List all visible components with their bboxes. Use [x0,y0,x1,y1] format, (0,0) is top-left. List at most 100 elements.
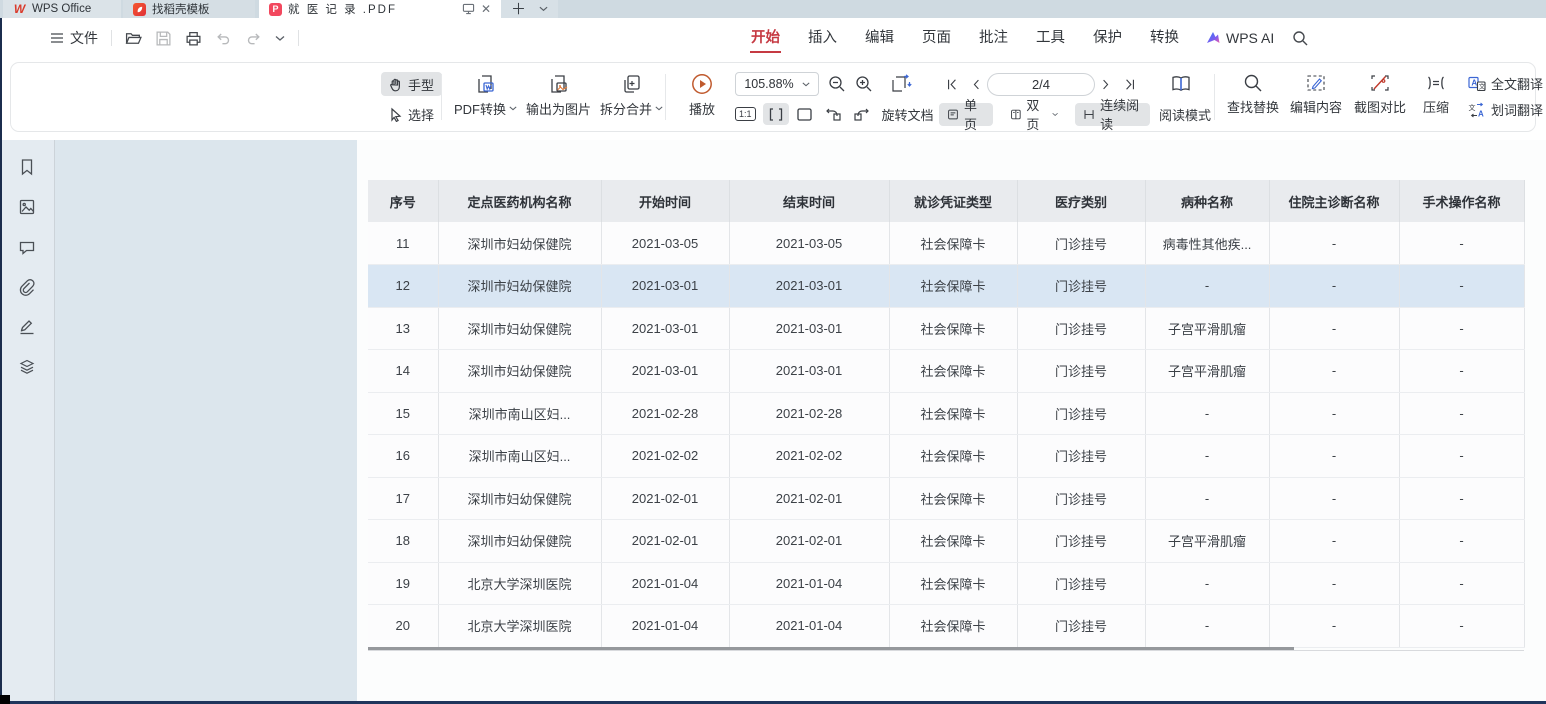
save-icon[interactable] [155,30,172,47]
table-cell: 门诊挂号 [1017,392,1146,435]
open-folder-icon[interactable] [125,30,142,47]
window-left-edge [0,18,2,704]
file-menu-button[interactable]: 文件 [50,28,98,48]
docer-icon [133,2,146,16]
menu-tab-4[interactable]: 批注 [979,30,1008,46]
table-cell: - [1399,349,1525,393]
menu-tab-6[interactable]: 保护 [1093,30,1122,46]
table-cell: 12 [368,264,439,308]
find-replace-button[interactable]: 查找替换 [1222,63,1284,131]
tab-wps-office[interactable]: W WPS Office [3,0,121,18]
zoom-level-select[interactable]: 105.88% [735,72,819,96]
previous-page-icon[interactable] [965,78,987,91]
table-cell: 门诊挂号 [1017,349,1146,393]
word-translate-button[interactable]: 文 A 划词翻译 [1468,102,1544,118]
zoom-out-icon[interactable] [828,75,846,93]
table-cell: - [1145,562,1270,605]
table-cell: - [1269,477,1400,520]
document-workspace: 序号 定点医药机构名称 开始时间 结束时间 就诊凭证类型 医疗类别 病种名称 住院主诊断名称手… [0,140,1546,704]
single-page-button[interactable]: 单页 [939,98,993,132]
split-merge-button[interactable]: 拆分合并 [595,63,668,131]
pdf-file-icon: P [269,2,282,16]
table-cell: - [1269,222,1400,265]
rotate-document-label[interactable]: 旋转文档 [881,107,934,123]
bookmarks-icon[interactable] [18,158,36,176]
select-tool-button[interactable]: 选择 [381,102,442,126]
actual-size-button[interactable]: 1:1 [735,107,756,121]
signature-icon[interactable] [18,318,36,336]
table-cell: 深圳市妇幼保健院 [438,264,602,308]
menu-tab-7[interactable]: 转换 [1150,30,1179,46]
compress-button[interactable]: 压缩 [1412,63,1460,131]
rotate-right-icon[interactable] [851,106,870,122]
table-cell: - [1145,434,1270,478]
tab-window-icon[interactable] [462,3,475,15]
zoom-in-icon[interactable] [855,75,873,93]
table-cell: - [1399,477,1525,520]
table-cell: - [1269,307,1400,350]
continuous-read-button[interactable]: 连续阅读 [1075,98,1150,132]
compress-icon [1427,76,1445,90]
ribbon-toolbar: 手型 选择 PDF转换 输出为图片 拆分合并 [10,62,1543,132]
comments-icon[interactable] [18,238,36,256]
next-page-icon[interactable] [1095,78,1117,91]
undo-icon[interactable] [215,30,232,47]
table-cell: 2021-01-04 [729,604,890,648]
edit-content-button[interactable]: 编辑内容 [1284,63,1348,131]
column-header: 定点医药机构名称 [438,180,602,222]
double-page-button[interactable]: 双页 [1002,98,1066,132]
export-image-icon [550,75,567,93]
search-icon[interactable] [1292,30,1309,47]
table-cell: 16 [368,434,439,478]
tab-document-active[interactable]: P 就 医 记 录 .PDF ✕ [259,0,501,18]
menu-tab-3[interactable]: 页面 [922,30,951,46]
quick-access-chevron-icon[interactable] [275,35,285,42]
table-cell: 2021-02-01 [601,519,730,563]
column-header: 病种名称 [1145,180,1270,222]
window-bottom-edge [0,701,1546,704]
thumbnails-icon[interactable] [18,198,36,216]
full-text-translate-button[interactable]: A 文 全文翻译 [1468,74,1546,93]
pdf-page[interactable]: 序号 定点医药机构名称 开始时间 结束时间 就诊凭证类型 医疗类别 病种名称 住院主诊断名称手… [357,140,1546,704]
fit-page-icon[interactable] [796,107,813,122]
table-cell: 门诊挂号 [1017,604,1146,648]
table-cell: 11 [368,222,439,265]
new-tab-icon[interactable]: ＋ [511,0,527,18]
wps-ai-button[interactable]: WPS AI [1193,30,1286,46]
wps-logo-icon: W [13,2,26,16]
first-page-icon[interactable] [939,78,965,91]
attachments-icon[interactable] [18,278,36,296]
read-mode-label[interactable]: 阅读模式 [1158,107,1211,123]
tab-list-chevron-icon[interactable] [539,6,548,12]
play-icon [692,74,712,94]
table-cell: - [1269,392,1400,435]
chevron-down-icon [1052,112,1058,116]
rotate-pages-icon[interactable] [890,74,912,94]
pdf-convert-button[interactable]: PDF转换 [449,63,522,131]
table-cell: 深圳市妇幼保健院 [438,307,602,350]
menu-tab-5[interactable]: 工具 [1036,30,1065,46]
layers-icon[interactable] [18,358,36,376]
screenshot-compare-button[interactable]: 截图对比 [1348,63,1412,131]
hand-tool-button[interactable]: 手型 [381,72,443,96]
print-icon[interactable] [185,30,202,47]
tab-close-icon[interactable]: ✕ [480,2,491,16]
last-page-icon[interactable] [1117,78,1143,91]
table-row: 19 北京大学深圳医院 2021-01-04 2021-01-04 社会保障卡 门诊挂号 -… [368,562,1525,605]
fit-width-button[interactable] [762,103,789,125]
export-image-button[interactable]: 输出为图片 [522,63,595,131]
table-cell: - [1399,604,1525,648]
read-mode-book-icon[interactable] [1169,74,1193,94]
rotate-left-icon[interactable] [825,106,844,122]
page-number-input[interactable]: 2/4 [987,72,1095,96]
table-cell: 门诊挂号 [1017,264,1146,308]
menu-tab-1[interactable]: 插入 [808,30,837,46]
redo-icon[interactable] [245,30,262,47]
tab-docer-templates[interactable]: 找稻壳模板 [123,0,255,18]
play-button[interactable]: 播放 [673,63,731,118]
menu-tab-2[interactable]: 编辑 [865,30,894,46]
table-row: 11 深圳市妇幼保健院 2021-03-05 2021-03-05 社会保障卡 门诊挂号病… [368,222,1525,265]
menu-tab-0[interactable]: 开始 [737,18,794,58]
table-cell: 14 [368,349,439,393]
table-cell: 17 [368,477,439,520]
